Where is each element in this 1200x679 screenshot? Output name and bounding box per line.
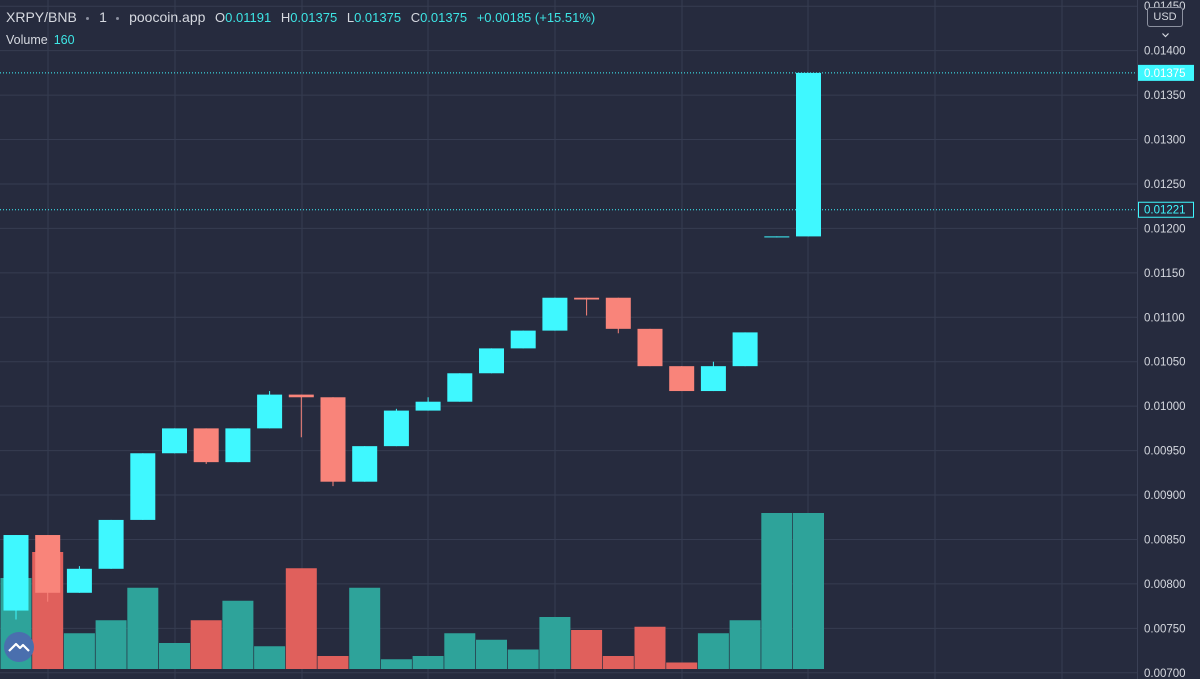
y-tick-label: 0.00900 <box>1144 490 1186 502</box>
candle-body <box>257 394 283 429</box>
y-tick-label: 0.01150 <box>1144 268 1185 280</box>
candle-body <box>732 332 758 367</box>
interval-label[interactable]: 1 <box>99 9 107 25</box>
volume-bar <box>412 656 444 669</box>
low-value: 0.01375 <box>354 10 402 25</box>
symbol-legend: XRPY/BNB 1 poocoin.app O0.01191 H0.01375… <box>6 9 595 25</box>
open-value: 0.01191 <box>225 10 272 25</box>
volume-bar <box>666 662 698 669</box>
volume-bar <box>159 643 190 669</box>
y-tick-label: 0.01350 <box>1144 90 1186 102</box>
candle-body <box>574 297 600 300</box>
volume-bar <box>349 587 381 669</box>
volume-label[interactable]: Volume <box>6 33 48 47</box>
candle-body <box>510 330 536 349</box>
volume-bar <box>793 513 824 669</box>
price-marker-badge <box>1138 201 1194 218</box>
volume-bar <box>729 620 761 669</box>
separator-dot <box>116 17 120 21</box>
price-marker-label: 0.01221 <box>1144 205 1186 217</box>
candle-body <box>415 401 441 411</box>
candle-body <box>383 410 409 447</box>
source-label: poocoin.app <box>129 9 206 25</box>
change-value: +0.00185 (+15.51%) <box>476 10 596 25</box>
open-label: O <box>215 10 226 25</box>
candle-body <box>66 568 92 593</box>
volume-value: 160 <box>53 33 75 47</box>
high-label: H <box>280 10 291 25</box>
candle-body <box>225 428 251 463</box>
currency-label: USD <box>1153 11 1177 23</box>
logo-mark-icon <box>8 642 30 652</box>
price-marker-badge <box>1138 64 1194 81</box>
candle-body <box>700 366 726 392</box>
y-tick-label: 0.01200 <box>1144 223 1186 235</box>
y-tick-label: 0.00850 <box>1144 534 1186 546</box>
y-tick-label: 0.00750 <box>1144 623 1186 635</box>
y-tick-label: 0.01300 <box>1144 135 1186 147</box>
volume-bar <box>190 620 222 669</box>
candle-body <box>130 453 156 520</box>
close-label: C <box>410 10 421 25</box>
y-tick-label: 0.00800 <box>1144 579 1186 591</box>
candle-body <box>35 535 61 593</box>
y-tick-label: 0.00700 <box>1144 668 1186 679</box>
candle-body <box>98 519 124 569</box>
low-label: L <box>346 10 355 25</box>
price-marker-label: 0.01375 <box>1144 68 1186 80</box>
volume-bar <box>507 649 539 669</box>
candle-body <box>479 348 504 374</box>
y-tick-label: 0.01400 <box>1144 46 1186 58</box>
volume-bar <box>697 633 729 669</box>
close-value: 0.01375 <box>420 10 468 25</box>
candle-body <box>764 236 790 238</box>
y-tick-label: 0.01250 <box>1144 179 1186 191</box>
candle-body <box>193 428 219 463</box>
volume-bar <box>476 639 507 669</box>
candle-body <box>447 373 473 402</box>
candle-body <box>320 397 346 482</box>
candle-body <box>669 366 695 392</box>
candle-body <box>3 535 29 611</box>
pair-symbol[interactable]: XRPY/BNB <box>6 9 77 25</box>
y-tick-label: 0.01000 <box>1144 401 1186 413</box>
separator-dot <box>86 17 90 21</box>
currency-selector[interactable]: USD <box>1147 7 1183 37</box>
candle-body <box>796 72 821 237</box>
y-tick-label: 0.01100 <box>1144 312 1185 324</box>
volume-bar <box>127 587 159 669</box>
volume-bar <box>317 656 349 669</box>
volume-bar <box>444 633 476 669</box>
volume-bar <box>222 600 254 669</box>
y-tick-label: 0.00950 <box>1144 446 1186 458</box>
chevron-down-icon <box>1162 32 1169 37</box>
tradingview-logo-icon[interactable] <box>4 632 34 662</box>
volume-bar <box>285 568 317 669</box>
candle-body <box>288 394 314 398</box>
volume-bar <box>254 646 286 669</box>
volume-bar <box>602 656 634 669</box>
volume-bar <box>380 659 412 669</box>
candle-body <box>605 297 631 329</box>
volume-bar <box>634 626 666 669</box>
volume-bar <box>63 633 95 669</box>
candle-body <box>542 297 568 331</box>
y-tick-label: 0.01050 <box>1144 357 1186 369</box>
volume-legend: Volume 160 <box>6 33 75 47</box>
candle-body <box>162 428 187 454</box>
candle-body <box>352 446 378 482</box>
high-value: 0.01375 <box>290 10 338 25</box>
volume-bar <box>571 630 603 669</box>
volume-bar <box>761 513 793 669</box>
volume-bar <box>539 617 571 669</box>
candle-body <box>637 328 663 367</box>
volume-bar <box>95 620 127 669</box>
